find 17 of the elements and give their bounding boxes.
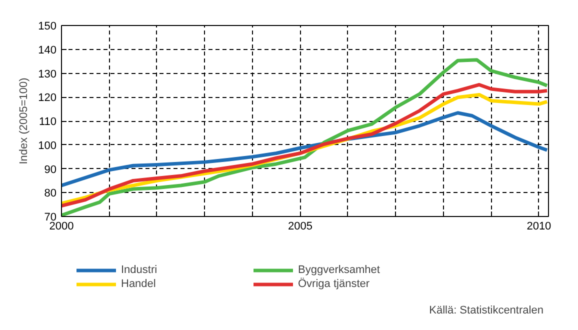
legend-label: Byggverksamhet (298, 264, 381, 276)
x-tick-label: 2010 (526, 220, 552, 232)
y-tick-label: 140 (38, 44, 57, 56)
y-tick-label: 90 (44, 164, 57, 176)
legend-label: Industri (121, 264, 158, 276)
legend-label: Handel (121, 278, 157, 290)
y-tick-label: 150 (38, 20, 57, 32)
y-tick-label: 100 (38, 140, 57, 152)
x-tick-label: 2005 (288, 220, 312, 232)
y-tick-label: 120 (38, 92, 57, 104)
text: Källä: Statistikcentralen (429, 304, 544, 316)
y-tick-label: 130 (38, 68, 57, 80)
x-tick-label: 2000 (49, 220, 74, 232)
y-tick-label: 80 (44, 188, 57, 200)
y-axis-title: Index (2005=100) (18, 78, 30, 164)
legend-label: Övriga tjänster (298, 278, 371, 290)
y-tick-label: 110 (38, 116, 57, 128)
